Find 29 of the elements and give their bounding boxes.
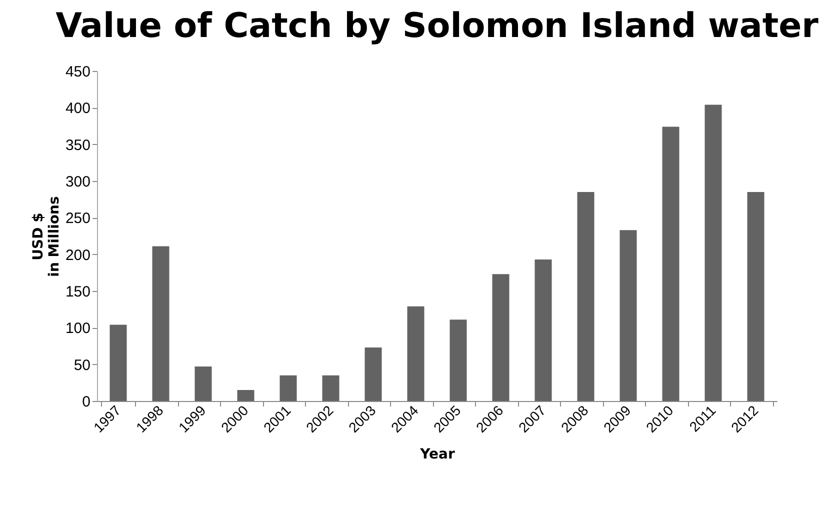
bar xyxy=(704,104,722,401)
bar xyxy=(662,126,680,401)
y-axis-title: USD $ in Millions xyxy=(30,196,62,277)
bar xyxy=(152,246,170,401)
x-axis-title: Year xyxy=(419,446,455,462)
bar xyxy=(620,230,637,401)
y-tick-label: 350 xyxy=(65,136,90,154)
y-tick-label: 450 xyxy=(65,64,90,80)
bar xyxy=(534,259,552,401)
y-tick-label: 0 xyxy=(82,394,90,410)
y-tick-label: 250 xyxy=(65,210,90,228)
bar xyxy=(407,306,424,401)
y-tick-label: 150 xyxy=(65,284,90,300)
bar xyxy=(110,324,127,401)
bar xyxy=(492,274,510,401)
bar xyxy=(747,192,764,401)
bar xyxy=(194,366,212,401)
y-tick-label: 400 xyxy=(65,100,90,118)
bar xyxy=(322,375,340,401)
bar xyxy=(280,375,297,401)
chart-title: Value of Catch by Solomon Island water xyxy=(56,6,819,46)
bar xyxy=(450,320,467,401)
bar xyxy=(577,192,594,401)
y-tick-label: 200 xyxy=(65,246,90,264)
y-tick-label: 50 xyxy=(74,356,90,374)
bar xyxy=(364,347,382,401)
y-tick-label: 300 xyxy=(65,174,90,190)
y-tick-label: 100 xyxy=(65,320,90,338)
bar xyxy=(237,390,254,401)
